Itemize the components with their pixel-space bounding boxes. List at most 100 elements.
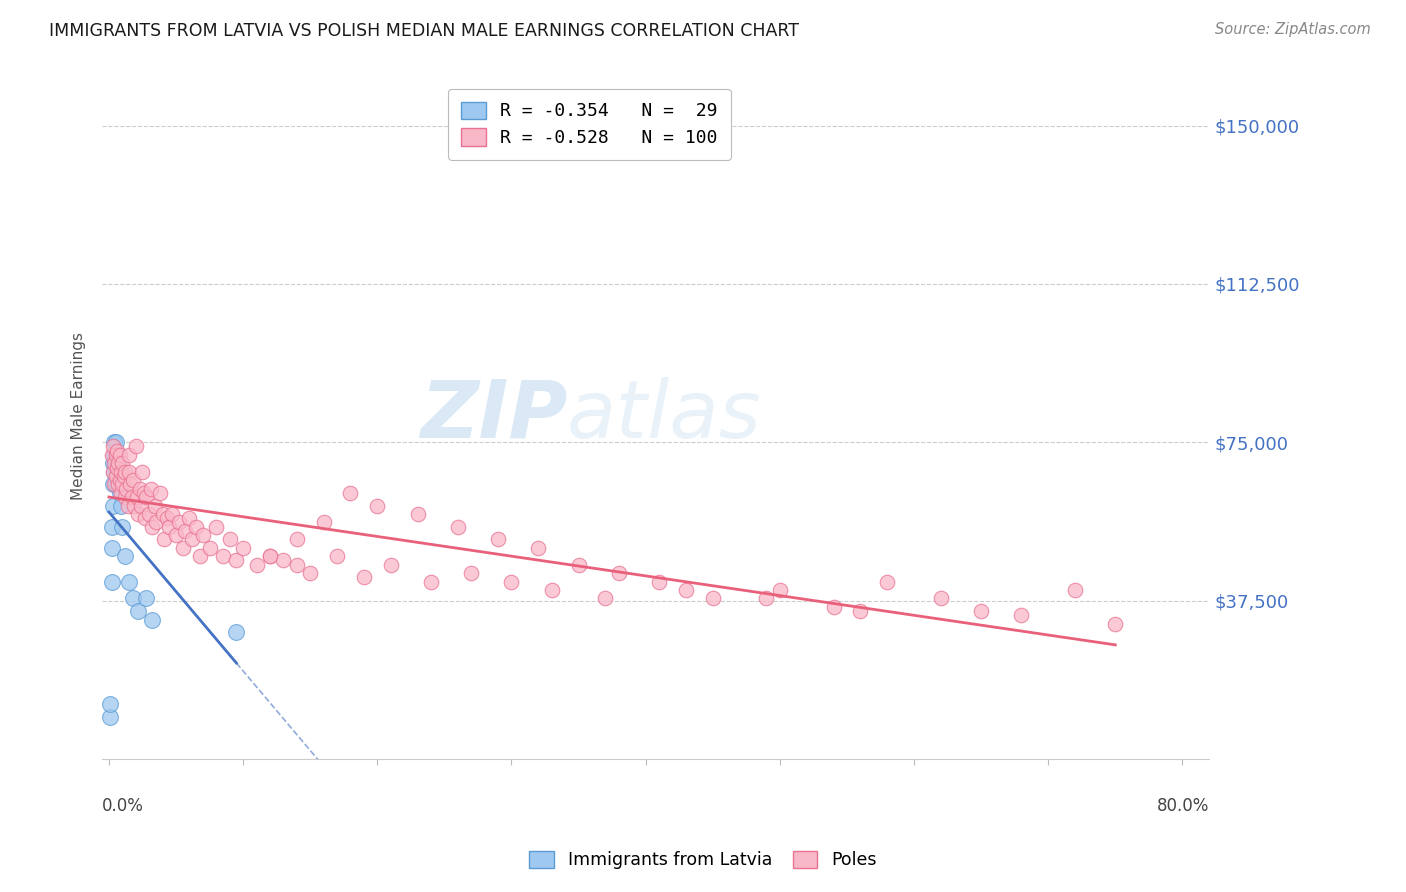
Point xyxy=(156,511,179,525)
Point xyxy=(104,435,127,450)
Point xyxy=(165,528,187,542)
Point xyxy=(353,570,375,584)
Point xyxy=(675,582,697,597)
Point xyxy=(132,486,155,500)
Point xyxy=(111,477,134,491)
Point xyxy=(108,448,131,462)
Point xyxy=(420,574,443,589)
Point xyxy=(122,473,145,487)
Point xyxy=(1010,608,1032,623)
Point xyxy=(135,490,157,504)
Text: 0.0%: 0.0% xyxy=(103,797,143,814)
Point xyxy=(380,558,402,572)
Point xyxy=(929,591,952,606)
Point xyxy=(179,511,201,525)
Point xyxy=(153,533,176,547)
Point xyxy=(141,519,163,533)
Point xyxy=(273,553,295,567)
Point xyxy=(105,448,128,462)
Point xyxy=(98,709,121,723)
Point xyxy=(117,499,139,513)
Point xyxy=(107,477,129,491)
Point xyxy=(103,448,125,462)
Point xyxy=(540,582,562,597)
Point xyxy=(648,574,671,589)
Y-axis label: Median Male Earnings: Median Male Earnings xyxy=(72,332,86,500)
Point xyxy=(172,541,194,555)
Point xyxy=(127,490,149,504)
Text: IMMIGRANTS FROM LATVIA VS POLISH MEDIAN MALE EARNINGS CORRELATION CHART: IMMIGRANTS FROM LATVIA VS POLISH MEDIAN … xyxy=(49,22,799,40)
Point xyxy=(104,477,127,491)
Point xyxy=(205,519,228,533)
Point xyxy=(225,625,247,640)
Point xyxy=(105,465,128,479)
Point xyxy=(259,549,281,564)
Point xyxy=(138,507,160,521)
Point xyxy=(114,465,136,479)
Point xyxy=(134,511,156,525)
Point xyxy=(145,516,167,530)
Point xyxy=(755,591,778,606)
Point xyxy=(1104,616,1126,631)
Point xyxy=(100,541,122,555)
Point xyxy=(139,482,162,496)
Point xyxy=(114,490,136,504)
Point xyxy=(110,477,132,491)
Point xyxy=(105,443,128,458)
Point xyxy=(366,499,388,513)
Point xyxy=(101,465,124,479)
Point xyxy=(129,499,152,513)
Point xyxy=(108,473,131,487)
Point xyxy=(118,465,141,479)
Point xyxy=(232,541,254,555)
Point xyxy=(115,482,138,496)
Point xyxy=(339,486,361,500)
Point xyxy=(104,448,127,462)
Point xyxy=(501,574,523,589)
Point xyxy=(160,507,183,521)
Legend: R = -0.354   N =  29, R = -0.528   N = 100: R = -0.354 N = 29, R = -0.528 N = 100 xyxy=(449,89,731,160)
Point xyxy=(103,435,125,450)
Point xyxy=(259,549,281,564)
Point xyxy=(100,574,122,589)
Point xyxy=(112,469,135,483)
Point xyxy=(111,456,134,470)
Legend: Immigrants from Latvia, Poles: Immigrants from Latvia, Poles xyxy=(523,844,883,876)
Point xyxy=(120,477,142,491)
Point xyxy=(107,456,129,470)
Point xyxy=(101,456,124,470)
Point xyxy=(157,519,180,533)
Point xyxy=(127,507,149,521)
Point xyxy=(191,528,214,542)
Point xyxy=(103,465,125,479)
Point xyxy=(198,541,221,555)
Text: 80.0%: 80.0% xyxy=(1157,797,1209,814)
Point xyxy=(127,604,149,618)
Point xyxy=(107,477,129,491)
Point xyxy=(101,440,124,454)
Point xyxy=(527,541,550,555)
Point xyxy=(326,549,349,564)
Point xyxy=(299,566,322,580)
Text: Source: ZipAtlas.com: Source: ZipAtlas.com xyxy=(1215,22,1371,37)
Point xyxy=(568,558,591,572)
Point xyxy=(141,613,163,627)
Point xyxy=(100,519,122,533)
Point xyxy=(149,486,172,500)
Point xyxy=(174,524,197,538)
Point xyxy=(110,465,132,479)
Point xyxy=(103,477,125,491)
Point xyxy=(285,558,308,572)
Point xyxy=(447,519,470,533)
Point xyxy=(101,499,124,513)
Point xyxy=(212,549,235,564)
Point xyxy=(103,456,125,470)
Point xyxy=(118,574,141,589)
Point xyxy=(101,477,124,491)
Point xyxy=(245,558,267,572)
Point xyxy=(110,486,132,500)
Point xyxy=(285,533,308,547)
Point xyxy=(595,591,617,606)
Point xyxy=(114,549,136,564)
Point xyxy=(823,599,845,614)
